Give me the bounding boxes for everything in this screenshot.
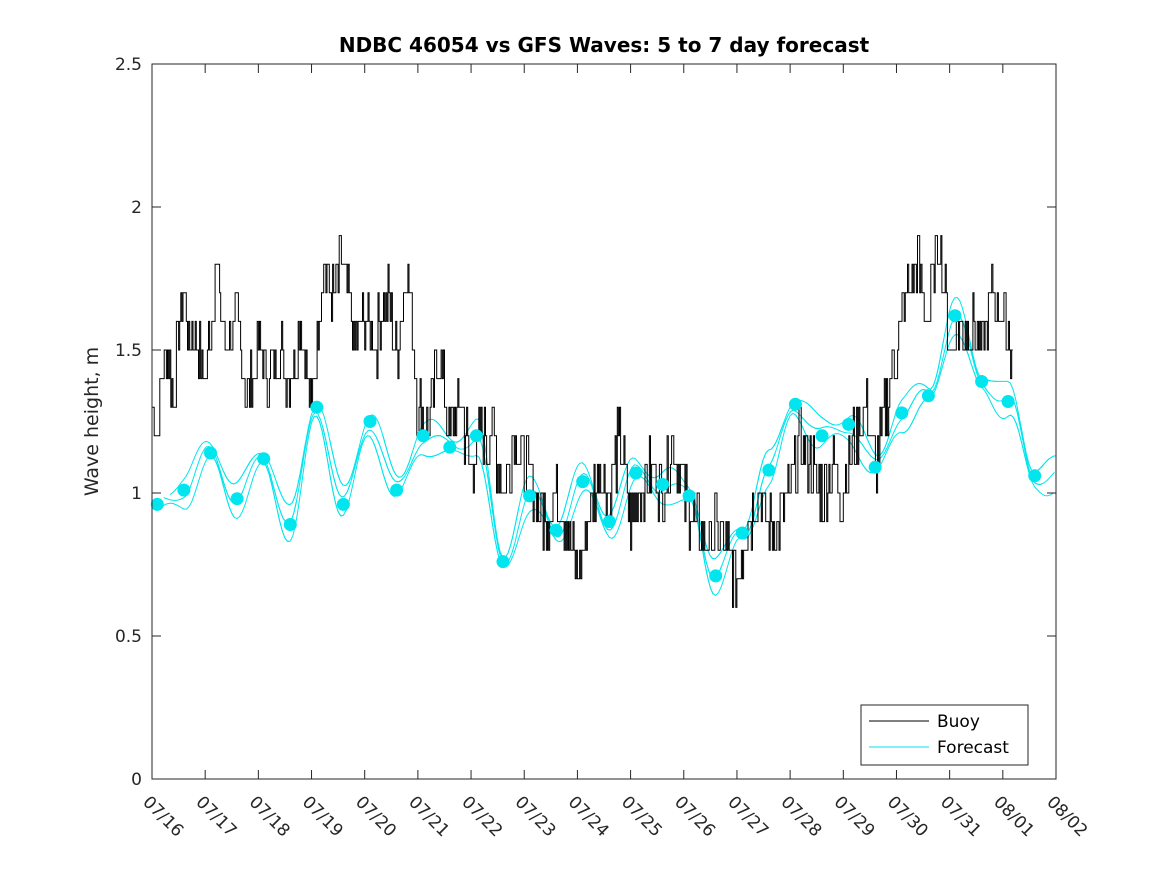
forecast-point <box>230 492 244 506</box>
forecast-point <box>629 466 643 480</box>
forecast-point <box>177 483 191 497</box>
buoy-line <box>152 235 1013 608</box>
legend-forecast-label: Forecast <box>937 738 1009 758</box>
forecast-point <box>842 417 856 431</box>
forecast-point <box>868 460 882 474</box>
legend: Buoy Forecast <box>860 704 1029 766</box>
forecast-point <box>257 452 271 466</box>
buoy-series-line <box>152 235 1013 608</box>
forecast-point <box>735 526 749 540</box>
forecast-point <box>150 497 164 511</box>
forecast-point <box>656 477 669 491</box>
y-axis-label: Wave height, m <box>81 347 103 496</box>
forecast-point <box>682 489 696 503</box>
forecast-point <box>390 483 404 497</box>
forecast-point <box>363 415 377 428</box>
y-tick-label: 0.5 <box>115 627 142 647</box>
forecast-point <box>443 440 457 454</box>
forecast-point <box>496 555 510 569</box>
forecast-point <box>204 446 217 460</box>
y-tick-label: 1.5 <box>115 341 142 361</box>
axes-box <box>151 63 1057 780</box>
legend-buoy-label: Buoy <box>937 712 980 732</box>
forecast-series-markers <box>150 309 1042 583</box>
forecast-point <box>975 375 989 388</box>
forecast-point <box>709 569 723 583</box>
y-tick-label: 1 <box>131 484 142 504</box>
forecast-point <box>921 389 935 403</box>
y-tick-label: 0 <box>131 770 142 790</box>
y-tick-label: 2.5 <box>115 55 142 75</box>
forecast-point <box>283 518 297 531</box>
forecast-point <box>948 309 962 323</box>
forecast-point <box>469 429 483 443</box>
forecast-point <box>602 515 616 529</box>
forecast-point <box>895 406 909 420</box>
forecast-point <box>788 397 802 411</box>
forecast-point <box>336 497 350 511</box>
forecast-point <box>1028 469 1042 483</box>
forecast-line <box>1020 426 1056 474</box>
forecast-point <box>1001 395 1015 408</box>
forecast-point <box>416 429 430 443</box>
forecast-point <box>762 463 776 477</box>
forecast-point <box>815 429 829 443</box>
forecast-point <box>310 400 324 414</box>
forecast-point <box>523 489 537 503</box>
forecast-point <box>549 523 563 537</box>
y-tick-label: 2 <box>131 198 142 218</box>
legend-box <box>860 704 1029 766</box>
plot-area <box>152 64 1056 779</box>
forecast-point <box>576 475 590 489</box>
chart-title: NDBC 46054 vs GFS Waves: 5 to 7 day fore… <box>339 33 870 57</box>
